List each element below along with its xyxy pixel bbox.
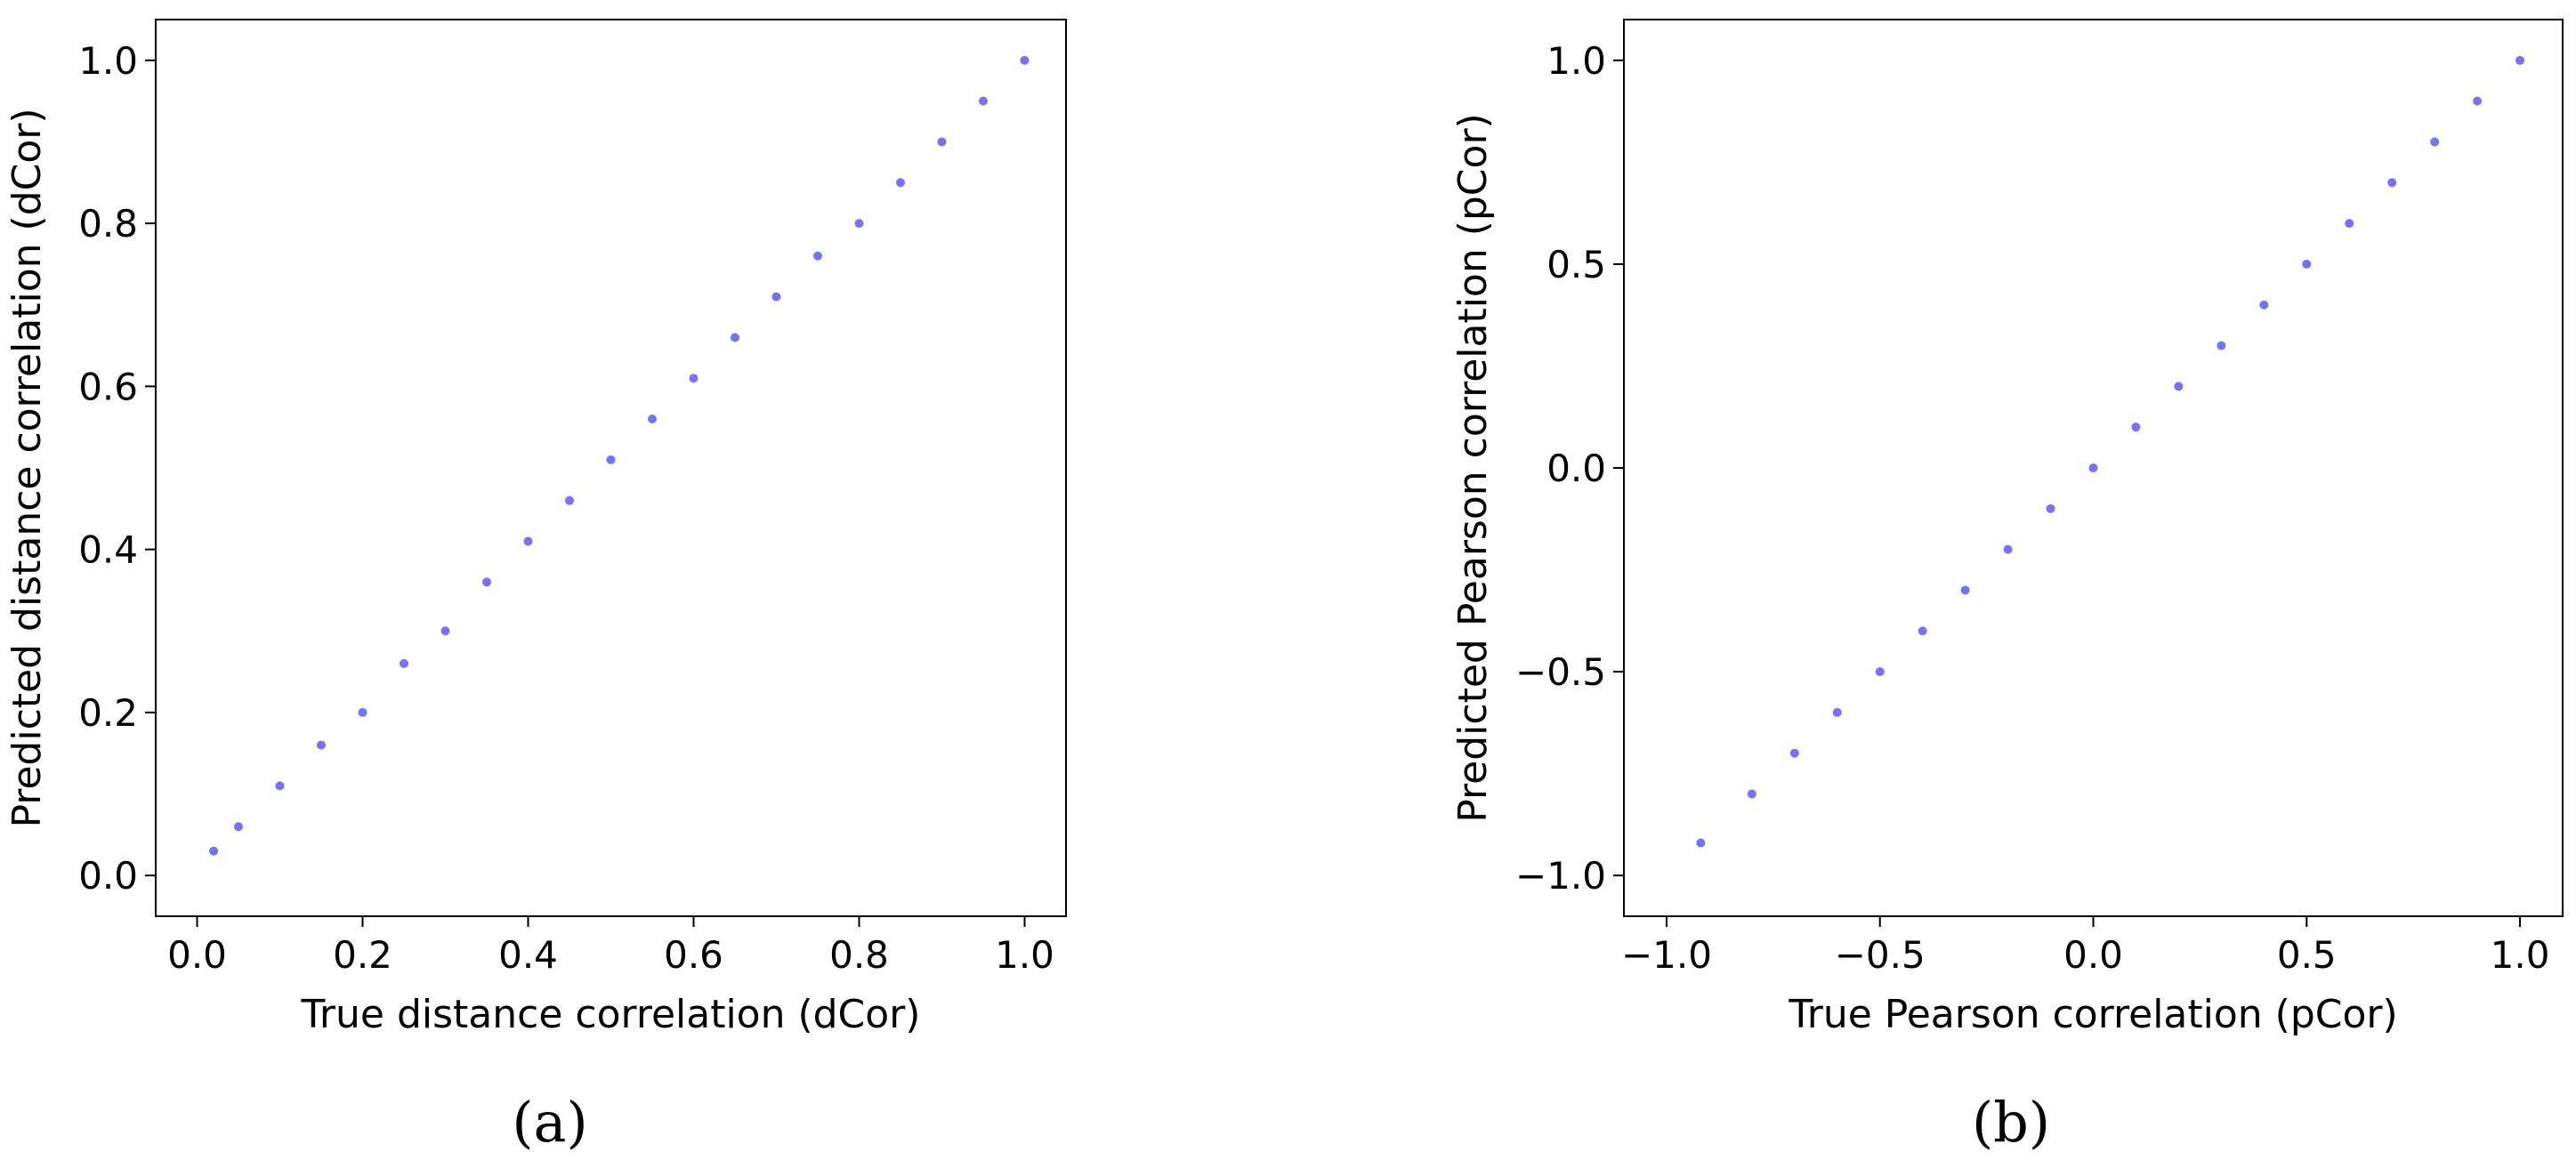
x-tick-label: 0.2 <box>333 933 392 977</box>
x-tick-label: −0.5 <box>1835 933 1926 977</box>
scatter-points <box>1696 55 2525 848</box>
x-tick-label: 0.4 <box>498 933 558 977</box>
scatter-point <box>1875 667 1885 677</box>
scatter-point <box>2217 341 2226 350</box>
scatter-point <box>1832 707 1842 717</box>
x-tick-label: −1.0 <box>1621 933 1712 977</box>
chart-panel-a: 0.0 0.2 0.4 0.6 0.8 1.0 0.0 0.2 0.4 0.6 0.8 1.0 True… <box>0 0 1121 1071</box>
scatter-point <box>771 292 781 302</box>
y-tick-label: 0.6 <box>78 365 138 408</box>
y-tick-label: 0.0 <box>1546 447 1606 490</box>
x-axis-label: True Pearson correlation (pCor) <box>1788 992 2397 1037</box>
y-tick-label: 0.2 <box>78 691 138 735</box>
scatter-point <box>606 455 616 464</box>
scatter-point <box>2515 55 2525 65</box>
scatter-plot-b: −1.0 −0.5 0.0 0.5 1.0 −1.0 −0.5 0.0 0.5 1.0 True P… <box>1450 19 2564 1037</box>
x-tick-label: 0.6 <box>664 933 723 977</box>
scatter-point <box>358 707 367 717</box>
scatter-point <box>2345 219 2354 229</box>
scatter-point <box>979 96 988 106</box>
scatter-points <box>209 55 1030 856</box>
scatter-point <box>1918 626 1927 636</box>
y-tick-label: 0.0 <box>78 854 138 898</box>
scatter-point <box>1747 789 1756 799</box>
scatter-point <box>2046 503 2055 513</box>
scatter-point <box>813 251 822 261</box>
scatter-point <box>937 137 947 147</box>
x-axis-label: True distance correlation (dCor) <box>301 992 921 1037</box>
scatter-point <box>2003 544 2013 554</box>
scatter-point <box>2430 137 2440 147</box>
scatter-point <box>731 333 739 342</box>
scatter-point <box>854 219 864 229</box>
scatter-point <box>209 846 219 856</box>
x-tick-label: 0.5 <box>2277 933 2337 977</box>
x-tick-label: 1.0 <box>995 933 1054 977</box>
y-tick-label: 0.5 <box>1546 243 1606 286</box>
scatter-point <box>2387 178 2397 188</box>
scatter-point <box>275 781 285 791</box>
scatter-point <box>2302 259 2312 269</box>
scatter-point <box>1789 748 1799 758</box>
scatter-point <box>523 536 533 546</box>
scatter-point <box>1020 55 1030 65</box>
x-tick-label: 1.0 <box>2491 933 2550 977</box>
y-axis-label: Predicted distance correlation (dCor) <box>4 108 50 827</box>
scatter-point <box>896 178 905 188</box>
scatter-point <box>317 740 326 750</box>
scatter-point <box>2131 423 2141 432</box>
panel-label-a: (a) <box>512 1090 588 1155</box>
y-tick-label: −1.0 <box>1515 854 1606 898</box>
x-tick-label: 0.8 <box>829 933 889 977</box>
scatter-point <box>234 822 243 832</box>
y-tick-label: 1.0 <box>78 39 138 83</box>
plot-frame <box>155 19 1067 917</box>
y-tick-label: 0.8 <box>78 202 138 246</box>
scatter-point <box>440 626 450 636</box>
scatter-point <box>565 495 574 505</box>
x-tick-label: 0.0 <box>2063 933 2123 977</box>
scatter-point <box>648 415 657 424</box>
y-tick-label: −0.5 <box>1515 650 1606 694</box>
y-axis-label: Predicted Pearson correlation (pCor) <box>1450 113 1496 822</box>
panel-label-b: (b) <box>1971 1090 2051 1155</box>
scatter-plot-a: 0.0 0.2 0.4 0.6 0.8 1.0 0.0 0.2 0.4 0.6 0.8 1.0 True… <box>4 19 1067 1037</box>
scatter-point <box>2259 300 2269 310</box>
scatter-point <box>2088 463 2098 472</box>
scatter-point <box>2473 96 2483 106</box>
scatter-point <box>1696 838 1706 848</box>
scatter-point <box>689 374 699 383</box>
scatter-point <box>1960 585 1970 595</box>
scatter-point <box>2174 382 2184 391</box>
scatter-point <box>482 577 491 587</box>
y-tick-label: 0.4 <box>78 528 138 572</box>
chart-panel-b: −1.0 −0.5 0.0 0.5 1.0 −1.0 −0.5 0.0 0.5 1.0 True P… <box>1441 0 2576 1071</box>
scatter-point <box>400 658 408 668</box>
x-tick-label: 0.0 <box>167 933 227 977</box>
y-tick-label: 1.0 <box>1546 39 1606 83</box>
